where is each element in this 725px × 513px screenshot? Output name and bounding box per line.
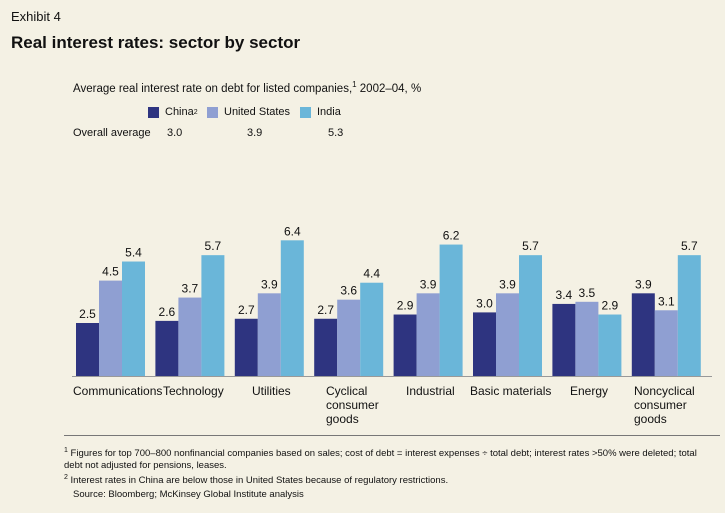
data-label-cyclical-consumer-goods-china: 2.7 bbox=[317, 303, 334, 317]
legend-swatch-united-states bbox=[207, 106, 218, 118]
bar-industrial-china bbox=[393, 314, 417, 376]
category-label-cyclical-consumer-goods: Cyclical consumer goods bbox=[326, 384, 379, 426]
data-label-basic-materials-china: 3.0 bbox=[476, 296, 493, 310]
data-label-utilities-india: 6.4 bbox=[284, 224, 301, 238]
legend-item-china: China 2 bbox=[148, 106, 198, 118]
subtitle-footnote-mark: 1 bbox=[352, 80, 357, 89]
category-label-line: Communications bbox=[73, 384, 163, 398]
data-label-cyclical-consumer-goods-united-states: 3.6 bbox=[340, 284, 357, 298]
footnote-2-text: Interest rates in China are below those … bbox=[70, 475, 449, 487]
bar-utilities-india bbox=[280, 240, 304, 376]
footnote-2-mark: 2 bbox=[64, 474, 68, 481]
category-label-line: Cyclical bbox=[326, 384, 368, 398]
bar-energy-united-states bbox=[575, 301, 599, 376]
bar-communications-india bbox=[122, 261, 145, 376]
bar-energy-india bbox=[598, 314, 622, 376]
data-label-industrial-china: 2.9 bbox=[397, 299, 414, 313]
source-note: Source: Bloomberg; McKinsey Global Insti… bbox=[73, 489, 304, 500]
bar-technology-india bbox=[201, 255, 225, 376]
data-label-industrial-united-states: 3.9 bbox=[420, 277, 437, 291]
bar-energy-china bbox=[552, 303, 576, 376]
subtitle-text: Average real interest rate on debt for l… bbox=[73, 82, 353, 95]
overall-average-china: 3.0 bbox=[167, 127, 183, 139]
bar-technology-china bbox=[155, 320, 179, 376]
category-label-basic-materials: Basic materials bbox=[470, 384, 551, 398]
data-label-communications-china: 2.5 bbox=[79, 307, 96, 321]
category-label-utilities: Utilities bbox=[252, 384, 291, 398]
data-label-noncyclical-consumer-goods-united-states: 3.1 bbox=[658, 294, 675, 308]
data-label-cyclical-consumer-goods-india: 4.4 bbox=[363, 267, 380, 281]
legend-footnote-mark: 2 bbox=[193, 108, 198, 116]
data-label-energy-united-states: 3.5 bbox=[579, 286, 596, 300]
footnote-1: 1 Figures for top 700–800 nonfinancial c… bbox=[64, 445, 704, 472]
data-label-energy-india: 2.9 bbox=[602, 299, 619, 313]
category-label-technology: Technology bbox=[163, 384, 224, 398]
data-label-noncyclical-consumer-goods-india: 5.7 bbox=[681, 239, 698, 253]
category-label-line: goods bbox=[634, 412, 667, 426]
bar-cyclical-consumer-goods-united-states bbox=[337, 299, 361, 376]
data-label-utilities-china: 2.7 bbox=[238, 303, 255, 317]
legend-label-china: China bbox=[165, 106, 194, 118]
data-label-energy-china: 3.4 bbox=[556, 288, 573, 302]
bar-noncyclical-consumer-goods-india bbox=[677, 255, 701, 376]
chart-title: Real interest rates: sector by sector bbox=[11, 33, 301, 52]
bar-industrial-united-states bbox=[416, 293, 440, 376]
category-label-communications: Communications bbox=[73, 384, 162, 398]
category-label-energy: Energy bbox=[570, 384, 608, 398]
overall-average-india: 5.3 bbox=[328, 127, 344, 139]
footnote-1-mark: 1 bbox=[64, 447, 68, 454]
data-label-utilities-united-states: 3.9 bbox=[261, 277, 278, 291]
data-label-technology-india: 5.7 bbox=[205, 239, 222, 253]
chart-subtitle: Average real interest rate on debt for l… bbox=[73, 80, 421, 95]
bar-noncyclical-consumer-goods-china bbox=[631, 293, 655, 376]
bar-basic-materials-china bbox=[473, 312, 496, 376]
overall-average-label: Overall average bbox=[73, 127, 151, 139]
footnote-divider bbox=[64, 435, 720, 436]
bar-industrial-india bbox=[439, 244, 463, 376]
category-label-line: consumer bbox=[326, 398, 379, 412]
data-label-technology-united-states: 3.7 bbox=[182, 282, 199, 296]
category-label-line: Technology bbox=[163, 384, 224, 398]
category-label-line: Basic materials bbox=[470, 384, 552, 398]
category-label-line: goods bbox=[326, 412, 359, 426]
category-label-line: consumer bbox=[634, 398, 687, 412]
category-label-industrial: Industrial bbox=[406, 384, 455, 398]
bar-basic-materials-united-states bbox=[496, 293, 519, 376]
category-label-noncyclical-consumer-goods: Noncyclical consumer goods bbox=[634, 384, 695, 426]
bar-basic-materials-india bbox=[519, 255, 542, 376]
exhibit-label: Exhibit 4 bbox=[11, 9, 61, 24]
bar-utilities-united-states bbox=[257, 293, 281, 376]
legend-swatch-china bbox=[148, 106, 159, 118]
bar-technology-united-states bbox=[178, 297, 202, 376]
footnote-1-text: Figures for top 700–800 nonfinancial com… bbox=[64, 448, 697, 472]
bar-cyclical-consumer-goods-india bbox=[360, 282, 384, 376]
data-label-communications-india: 5.4 bbox=[125, 246, 142, 260]
bar-communications-united-states bbox=[99, 280, 122, 376]
category-label-line: Energy bbox=[570, 384, 609, 398]
legend-label-united-states: United States bbox=[224, 106, 291, 118]
legend-label-india: India bbox=[317, 106, 341, 118]
data-label-noncyclical-consumer-goods-china: 3.9 bbox=[635, 277, 652, 291]
overall-average-united-states: 3.9 bbox=[247, 127, 263, 139]
data-label-technology-china: 2.6 bbox=[159, 305, 176, 319]
footnote-2: 2 Interest rates in China are below thos… bbox=[64, 472, 704, 487]
category-label-line: Industrial bbox=[406, 384, 455, 398]
bar-cyclical-consumer-goods-china bbox=[314, 318, 338, 376]
legend-item-united-states: United States bbox=[207, 106, 290, 118]
data-label-basic-materials-india: 5.7 bbox=[522, 239, 539, 253]
subtitle-suffix: 2002–04, % bbox=[356, 82, 422, 95]
category-label-line: Utilities bbox=[252, 384, 291, 398]
bar-noncyclical-consumer-goods-united-states bbox=[654, 310, 678, 376]
bar-communications-china bbox=[76, 323, 99, 376]
data-label-basic-materials-united-states: 3.9 bbox=[499, 277, 516, 291]
bar-utilities-china bbox=[234, 318, 258, 376]
data-label-communications-united-states: 4.5 bbox=[102, 265, 119, 279]
legend-item-india: India bbox=[300, 106, 341, 118]
category-label-line: Noncyclical bbox=[634, 384, 695, 398]
data-label-industrial-india: 6.2 bbox=[443, 229, 460, 243]
legend-swatch-india bbox=[300, 106, 311, 118]
